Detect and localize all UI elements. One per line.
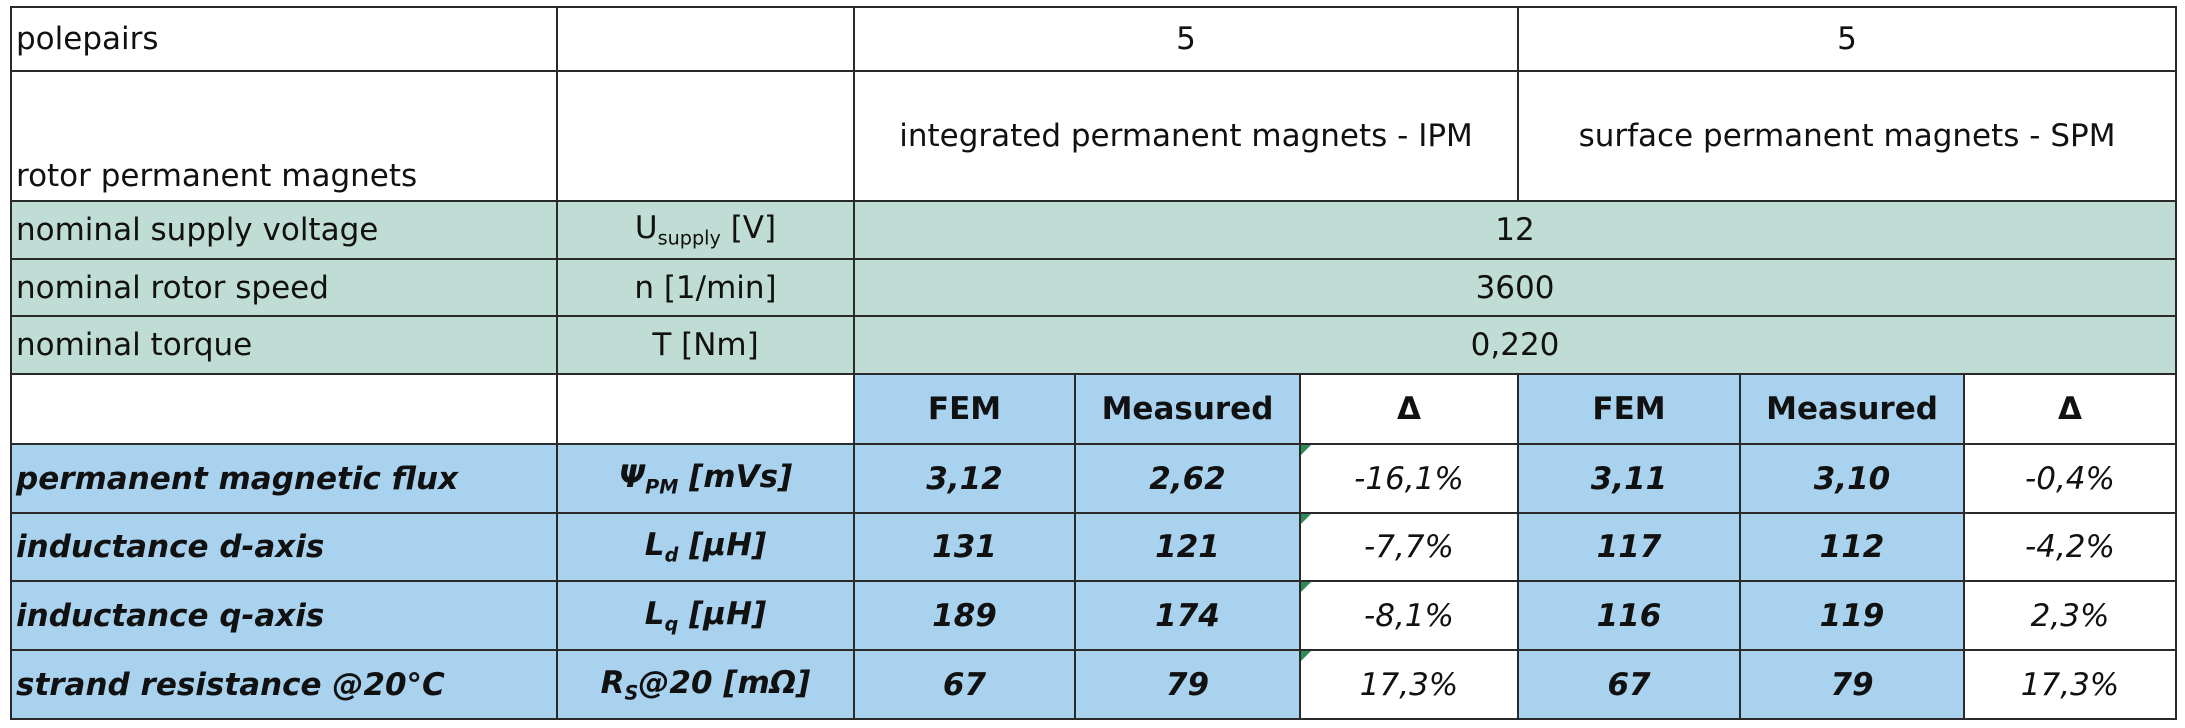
spm-delta-value: -0,4% [1963,443,2178,514]
ipm-delta-value: -8,1% [1298,580,1520,651]
row-label: permanent magnetic flux [10,443,558,514]
voltage-row: nominal supply voltage Usupply [V] 12 [10,200,2178,260]
ipm-measured-value: 79 [1074,649,1301,720]
speed-value: 3600 [852,258,2178,317]
ipm-measured-value: 121 [1074,512,1301,582]
polepairs-spm-value: 5 [1517,6,2178,72]
spm-measured-header: Measured [1739,373,1966,445]
rotor-ipm-type: integrated permanent magnets - IPM [852,70,1520,202]
rotor-symbol-cell [556,70,855,202]
ipm-delta-header: Δ [1298,373,1520,445]
voltage-label: nominal supply voltage [10,200,558,260]
ipm-fem-header: FEM [853,373,1076,445]
spm-delta-value: -4,2% [1963,512,2178,582]
ipm-measured-value: 2,62 [1074,443,1301,514]
voltage-symbol: Usupply [V] [556,200,855,260]
torque-label: nominal torque [10,315,558,375]
voltage-value: 12 [852,200,2178,260]
torque-value: 0,220 [852,315,2178,375]
row-symbol: ΨPM [mVs] [556,443,855,514]
column-header-row: FEM Measured Δ FEM Measured Δ [10,373,2178,445]
table-row: strand resistance @20°C RS@20 [mΩ] 67 79… [10,649,2178,720]
rotor-label: rotor permanent magnets [10,70,558,202]
spm-delta-value: 2,3% [1963,580,2178,651]
spm-fem-value: 3,11 [1517,443,1742,514]
ipm-delta-value: -7,7% [1298,512,1520,582]
spm-fem-header: FEM [1517,373,1742,445]
row-label: strand resistance @20°C [10,649,558,720]
polepairs-symbol-cell [556,6,855,72]
spm-delta-header: Δ [1963,373,2178,445]
ipm-fem-value: 131 [853,512,1076,582]
ipm-measured-value: 174 [1074,580,1301,651]
spm-measured-value: 112 [1739,512,1966,582]
ipm-delta-value: 17,3% [1298,649,1520,720]
row-symbol: Lq [µH] [556,580,855,651]
row-label: inductance q-axis [10,580,558,651]
spm-fem-value: 67 [1517,649,1742,720]
torque-symbol: T [Nm] [556,315,855,375]
spm-measured-value: 3,10 [1739,443,1966,514]
rotor-spm-type: surface permanent magnets - SPM [1517,70,2178,202]
ipm-fem-value: 189 [853,580,1076,651]
row-symbol: Ld [µH] [556,512,855,582]
spm-measured-value: 119 [1739,580,1966,651]
speed-label: nominal rotor speed [10,258,558,317]
ipm-fem-value: 67 [853,649,1076,720]
ipm-delta-value: -16,1% [1298,443,1520,514]
polepairs-row: polepairs 5 5 [10,6,2178,72]
row-label: inductance d-axis [10,512,558,582]
table-row: permanent magnetic flux ΨPM [mVs] 3,12 2… [10,443,2178,514]
polepairs-label: polepairs [10,6,558,72]
speed-row: nominal rotor speed n [1/min] 3600 [10,258,2178,317]
spm-fem-value: 116 [1517,580,1742,651]
motor-comparison-table: polepairs 5 5 rotor permanent magnets in… [10,6,2178,720]
header-label-cell [10,373,558,445]
row-symbol: RS@20 [mΩ] [556,649,855,720]
header-symbol-cell [556,373,855,445]
ipm-measured-header: Measured [1074,373,1301,445]
table-row: inductance d-axis Ld [µH] 131 121 -7,7% … [10,512,2178,582]
rotor-row: rotor permanent magnets integrated perma… [10,70,2178,202]
torque-row: nominal torque T [Nm] 0,220 [10,315,2178,375]
speed-symbol: n [1/min] [556,258,855,317]
table-row: inductance q-axis Lq [µH] 189 174 -8,1% … [10,580,2178,651]
spm-fem-value: 117 [1517,512,1742,582]
spm-delta-value: 17,3% [1963,649,2178,720]
spm-measured-value: 79 [1739,649,1966,720]
polepairs-ipm-value: 5 [852,6,1520,72]
ipm-fem-value: 3,12 [853,443,1076,514]
